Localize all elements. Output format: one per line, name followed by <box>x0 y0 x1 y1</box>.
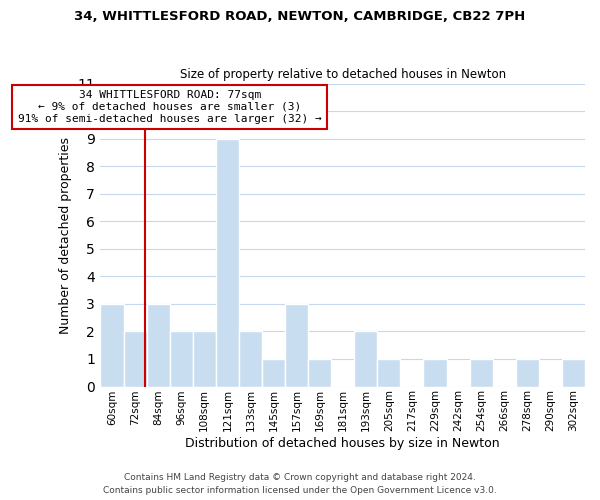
Bar <box>470 359 493 386</box>
Bar <box>377 359 400 386</box>
Title: Size of property relative to detached houses in Newton: Size of property relative to detached ho… <box>179 68 506 81</box>
Bar <box>124 332 146 386</box>
Bar <box>285 304 308 386</box>
Bar <box>354 332 377 386</box>
Bar <box>170 332 193 386</box>
Bar <box>239 332 262 386</box>
Bar <box>216 138 239 386</box>
Text: 34 WHITTLESFORD ROAD: 77sqm
← 9% of detached houses are smaller (3)
91% of semi-: 34 WHITTLESFORD ROAD: 77sqm ← 9% of deta… <box>18 90 322 124</box>
Bar <box>100 304 124 386</box>
Bar <box>308 359 331 386</box>
Text: 34, WHITTLESFORD ROAD, NEWTON, CAMBRIDGE, CB22 7PH: 34, WHITTLESFORD ROAD, NEWTON, CAMBRIDGE… <box>74 10 526 23</box>
Text: Contains HM Land Registry data © Crown copyright and database right 2024.
Contai: Contains HM Land Registry data © Crown c… <box>103 474 497 495</box>
Bar <box>262 359 285 386</box>
Bar <box>146 304 170 386</box>
Y-axis label: Number of detached properties: Number of detached properties <box>59 136 71 334</box>
Bar <box>516 359 539 386</box>
Bar <box>562 359 585 386</box>
Bar <box>193 332 216 386</box>
X-axis label: Distribution of detached houses by size in Newton: Distribution of detached houses by size … <box>185 437 500 450</box>
Bar <box>424 359 446 386</box>
